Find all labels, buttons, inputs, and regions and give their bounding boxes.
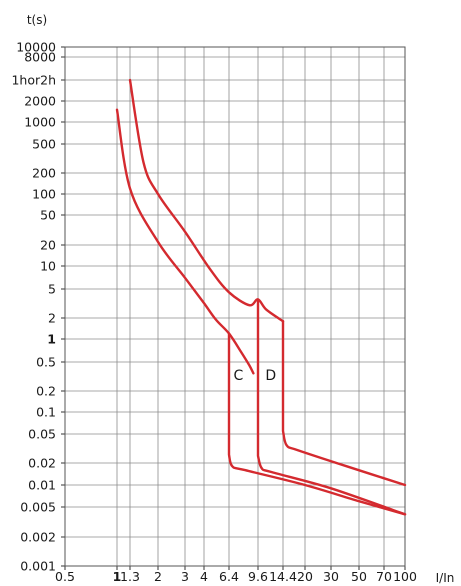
x-tick-label: 9.6 bbox=[248, 569, 268, 584]
y-tick-label: 1000 bbox=[24, 115, 56, 130]
series-label-c: C bbox=[234, 368, 244, 384]
plot-frame bbox=[61, 46, 406, 570]
x-tick-labels: 0.5 11.3 2 3 4 6.4 9.6 14.4 20 30 50 70 100 bbox=[55, 569, 417, 584]
x-tick-label: 14.4 bbox=[269, 569, 297, 584]
plot-border bbox=[64, 46, 406, 567]
x-tick-label: 50 bbox=[351, 569, 367, 584]
x-tick-label: 20 bbox=[297, 569, 313, 584]
y-tick-label: 100 bbox=[32, 187, 56, 202]
curve-d-magnetic-max bbox=[281, 320, 407, 487]
curve-d-magnetic-min bbox=[256, 298, 407, 516]
y-tick-label: 2000 bbox=[24, 94, 56, 109]
y-tick-label: 0.5 bbox=[36, 355, 56, 370]
x-tick-label: 2 bbox=[154, 569, 162, 584]
x-tick-label: 1.3 bbox=[120, 569, 140, 584]
curves bbox=[115, 78, 407, 516]
y-tick-label: 10 bbox=[40, 259, 56, 274]
curve-d-thermal-max bbox=[128, 78, 285, 323]
y-tick-label: 1 bbox=[47, 332, 56, 347]
x-tick-label: 70 bbox=[376, 569, 392, 584]
y-tick-label: 0.01 bbox=[28, 478, 56, 493]
grid-lines bbox=[64, 46, 406, 567]
y-tick-label: 0.2 bbox=[36, 384, 56, 399]
y-tick-label: 0.002 bbox=[20, 530, 56, 545]
curve-c-thermal-min bbox=[115, 108, 255, 375]
y-tick-label: 0.005 bbox=[20, 500, 56, 515]
x-tick-label: 100 bbox=[393, 569, 417, 584]
y-tick-label: 8000 bbox=[24, 50, 56, 65]
y-axis-label: t(s) bbox=[27, 13, 47, 27]
x-tick-label: 0.5 bbox=[55, 569, 75, 584]
y-tick-label: 20 bbox=[40, 238, 56, 253]
x-tick-label: 30 bbox=[323, 569, 339, 584]
x-tick-label: 1 bbox=[113, 569, 122, 584]
y-tick-label: 1hor2h bbox=[11, 73, 56, 88]
curve-c-magnetic-min bbox=[227, 332, 407, 516]
y-tick-label: 500 bbox=[32, 137, 56, 152]
y-tick-label: 0.001 bbox=[20, 559, 56, 574]
x-tick-label: 6.4 bbox=[219, 569, 239, 584]
y-tick-label: 50 bbox=[40, 208, 56, 223]
y-tick-label: 0.1 bbox=[36, 405, 56, 420]
x-tick-label: 3 bbox=[181, 569, 189, 584]
y-tick-label: 200 bbox=[32, 166, 56, 181]
y-tick-label: 0.02 bbox=[28, 456, 56, 471]
y-tick-label: 5 bbox=[48, 282, 56, 297]
y-tick-label: 2 bbox=[48, 311, 56, 326]
x-axis-label: I/In bbox=[436, 571, 455, 585]
series-label-d: D bbox=[265, 368, 276, 384]
y-tick-label: 0.05 bbox=[28, 427, 56, 442]
x-tick-label: 4 bbox=[200, 569, 208, 584]
y-tick-label: 10000 bbox=[16, 40, 56, 55]
